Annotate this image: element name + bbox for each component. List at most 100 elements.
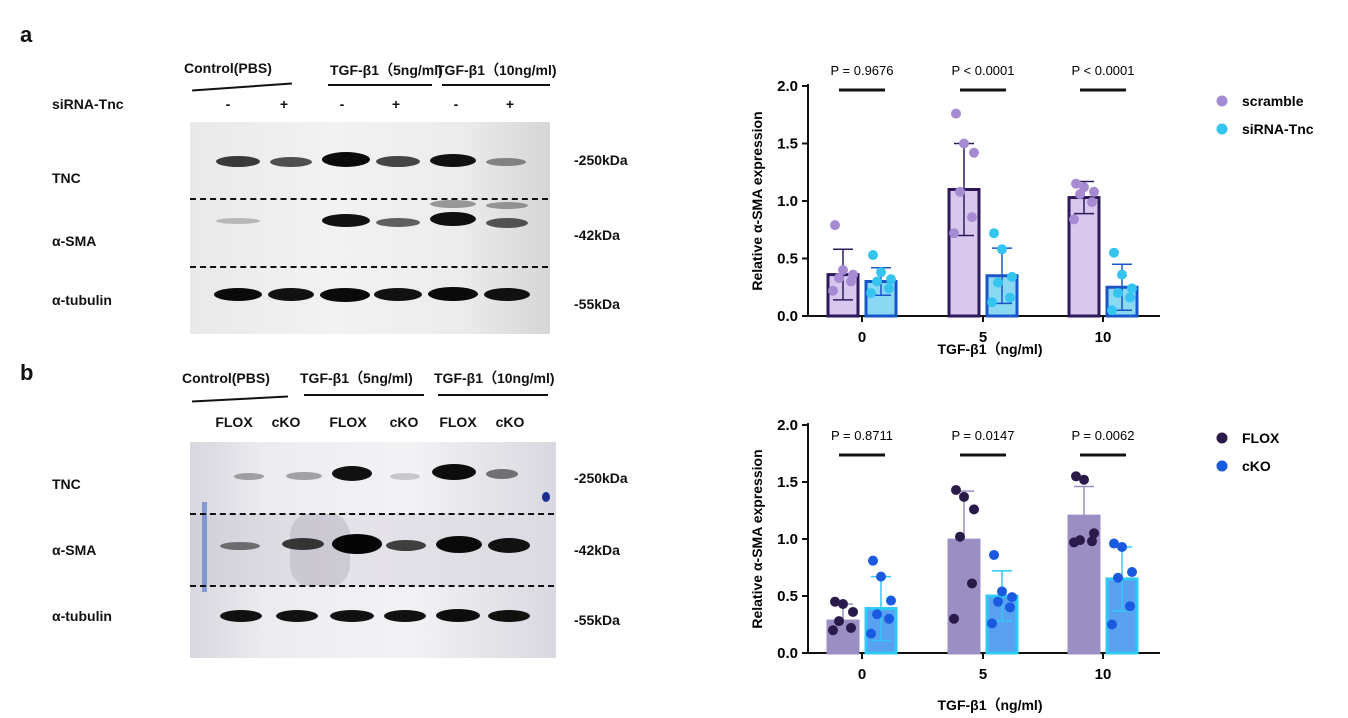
panel-a-divider [190, 266, 548, 268]
panel-b-lane-label: cKO [389, 414, 419, 430]
data-point [1007, 271, 1017, 282]
panel-b-group-label-tgf10: TGF-β1（10ng/ml) [434, 370, 555, 386]
x-tick-label: 0 [858, 329, 866, 346]
data-point [828, 625, 838, 636]
p-value-label: P < 0.0001 [1071, 63, 1134, 78]
x-axis-label: TGF-β1（ng/ml) [938, 341, 1043, 357]
p-value-label: P = 0.8711 [831, 428, 893, 443]
p-value-label: P < 0.0001 [951, 63, 1014, 78]
panel-a-group-underline [192, 82, 292, 92]
data-point [846, 622, 856, 633]
data-point [1109, 538, 1119, 549]
panel-a-lane-mark: + [505, 96, 515, 112]
data-point [884, 283, 894, 294]
panel-a-lane-mark: + [391, 96, 401, 112]
panel-a-marker-label: -55kDa [574, 296, 620, 312]
p-value-label: P = 0.0062 [1071, 428, 1134, 443]
data-point [834, 616, 844, 627]
legend-label: cKO [1242, 458, 1271, 474]
x-tick-label: 0 [858, 666, 866, 683]
panel-a-group-label-control: Control(PBS) [184, 60, 272, 76]
data-point [1113, 572, 1123, 583]
chart-b: 0.0 0.5 1.0 1.5 2.0 Relative α-SMA expression… [749, 417, 1280, 713]
y-axis-label: Relative α-SMA expression [749, 111, 765, 290]
panel-b-protein-label: α-SMA [52, 542, 97, 558]
panel-a-divider [190, 198, 548, 200]
y-tick-label: 1.5 [777, 474, 798, 491]
data-point [848, 606, 858, 617]
panel-a-blot-image [190, 122, 550, 334]
panel-a-row-label: siRNA-Tnc [52, 96, 124, 112]
data-point [993, 277, 1003, 288]
data-point [1089, 186, 1099, 197]
y-tick-label: 0.5 [777, 588, 798, 605]
data-point [1117, 269, 1127, 280]
panel-a-group-label-tgf5: TGF-β1（5ng/ml) [330, 62, 443, 78]
data-point [987, 297, 997, 308]
legend-label: FLOX [1242, 430, 1280, 446]
data-point [959, 491, 969, 502]
data-point [1117, 541, 1127, 552]
x-tick-label: 10 [1095, 329, 1112, 346]
y-tick-label: 1.0 [777, 531, 798, 548]
data-point [967, 212, 977, 223]
panel-b-divider [190, 513, 554, 515]
data-point [1007, 592, 1017, 603]
y-tick-label: 0.5 [777, 251, 798, 268]
panel-b-letter: b [20, 360, 34, 385]
data-point [1005, 292, 1015, 303]
panel-a-protein-label: α-tubulin [52, 292, 112, 308]
data-point [830, 596, 840, 607]
panel-b-blot-image [190, 442, 556, 658]
data-point [951, 484, 961, 495]
data-point [969, 504, 979, 515]
data-point [830, 220, 840, 231]
panel-a-protein-label: TNC [52, 170, 81, 186]
panel-a-group-label-tgf10: TGF-β1（10ng/ml) [436, 62, 557, 78]
data-point [959, 138, 969, 149]
panel-a-marker-label: -42kDa [574, 227, 620, 243]
data-point [1127, 283, 1137, 294]
y-tick-label: 1.0 [777, 193, 798, 210]
p-value-label: P = 0.9676 [830, 63, 893, 78]
p-value-label: P = 0.0147 [951, 428, 1014, 443]
data-point [1087, 197, 1097, 208]
panel-b-group-underline [438, 394, 548, 396]
y-tick-label: 0.0 [777, 308, 798, 325]
y-tick-label: 2.0 [777, 78, 798, 95]
data-point [997, 244, 1007, 255]
panel-b-group-label-tgf5: TGF-β1（5ng/ml) [300, 370, 413, 386]
panel-b-protein-label: TNC [52, 476, 81, 492]
data-point [1125, 601, 1135, 612]
data-point [1071, 178, 1081, 189]
data-point [987, 618, 997, 629]
data-point [884, 613, 894, 624]
panel-b-lane-label: cKO [271, 414, 301, 430]
legend-marker [1216, 95, 1228, 107]
data-point [1087, 536, 1097, 547]
panel-a-protein-label: α-SMA [52, 233, 97, 249]
data-point [848, 269, 858, 280]
panel-b-group-underline [304, 394, 424, 396]
data-point [1071, 471, 1081, 482]
data-point [1069, 214, 1079, 225]
data-point [866, 628, 876, 639]
panel-a-letter: a [20, 22, 33, 47]
data-point [989, 228, 999, 239]
panel-a-lane-mark: - [453, 96, 459, 112]
panel-a-lane-mark: - [339, 96, 345, 112]
panel-a-lane-mark: - [225, 96, 231, 112]
panel-a-group-underline [328, 84, 432, 86]
panel-b-lane-label: FLOX [215, 414, 253, 430]
x-tick-label: 5 [979, 329, 987, 346]
legend-label: siRNA-Tnc [1242, 121, 1314, 137]
data-point [868, 555, 878, 566]
x-tick-label: 10 [1095, 666, 1112, 683]
data-point [997, 586, 1007, 597]
data-point [1079, 182, 1089, 193]
data-point [1107, 619, 1117, 630]
data-point [955, 186, 965, 197]
data-point [886, 595, 896, 606]
panel-a-lane-mark: + [279, 96, 289, 112]
legend-marker [1216, 460, 1228, 472]
